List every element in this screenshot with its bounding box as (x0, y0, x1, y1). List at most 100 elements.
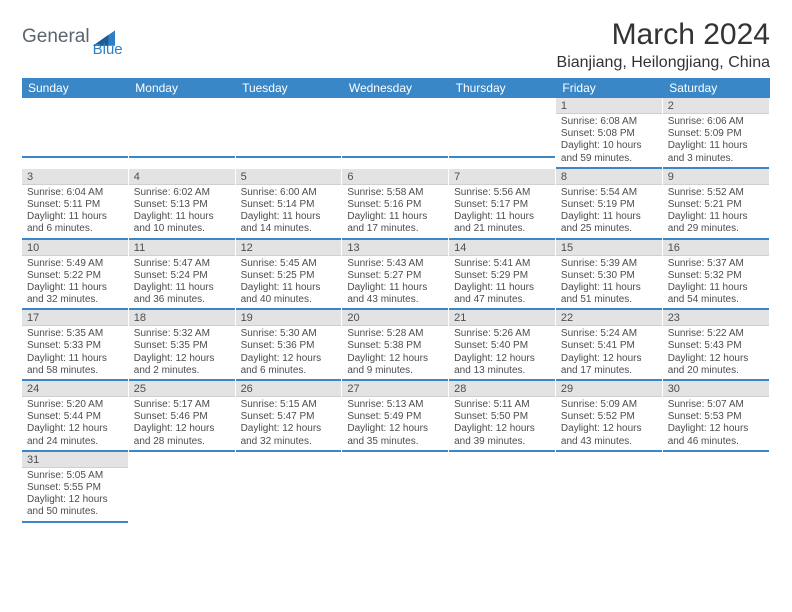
day-details: Sunrise: 5:05 AMSunset: 5:55 PMDaylight:… (22, 468, 128, 523)
weekday-header: Wednesday (342, 78, 449, 98)
calendar-body: 1Sunrise: 6:08 AMSunset: 5:08 PMDaylight… (22, 98, 770, 523)
day-cell: 1Sunrise: 6:08 AMSunset: 5:08 PMDaylight… (556, 98, 663, 169)
day-details: Sunrise: 5:28 AMSunset: 5:38 PMDaylight:… (342, 326, 448, 381)
daylight-line2: and 32 minutes. (241, 436, 337, 448)
day-cell: 23Sunrise: 5:22 AMSunset: 5:43 PMDayligh… (663, 310, 770, 381)
day-cell: 20Sunrise: 5:28 AMSunset: 5:38 PMDayligh… (342, 310, 449, 381)
day-details (129, 468, 235, 512)
calendar-table: SundayMondayTuesdayWednesdayThursdayFrid… (22, 78, 770, 523)
daylight-line1: Daylight: 11 hours (668, 282, 764, 294)
daylight-line2: and 20 minutes. (668, 365, 764, 377)
day-cell (342, 452, 449, 523)
day-number: 25 (129, 381, 235, 397)
day-details: Sunrise: 5:11 AMSunset: 5:50 PMDaylight:… (449, 397, 555, 452)
sunrise-text: Sunrise: 5:07 AM (668, 399, 764, 411)
weekday-header: Saturday (663, 78, 770, 98)
daylight-line2: and 40 minutes. (241, 294, 337, 306)
sunset-text: Sunset: 5:14 PM (241, 199, 337, 211)
day-number (22, 98, 128, 114)
daylight-line1: Daylight: 11 hours (347, 211, 443, 223)
day-number: 18 (129, 310, 235, 326)
day-number: 17 (22, 310, 128, 326)
daylight-line1: Daylight: 11 hours (27, 353, 123, 365)
sunset-text: Sunset: 5:29 PM (454, 270, 550, 282)
daylight-line1: Daylight: 11 hours (561, 282, 657, 294)
sunrise-text: Sunrise: 5:45 AM (241, 258, 337, 270)
day-number (556, 452, 662, 468)
month-title: March 2024 (557, 18, 770, 52)
day-details (236, 468, 342, 512)
daylight-line1: Daylight: 11 hours (241, 211, 337, 223)
sunset-text: Sunset: 5:30 PM (561, 270, 657, 282)
day-cell: 25Sunrise: 5:17 AMSunset: 5:46 PMDayligh… (129, 381, 236, 452)
sunset-text: Sunset: 5:49 PM (347, 411, 443, 423)
day-number: 1 (556, 98, 662, 114)
title-block: March 2024 Bianjiang, Heilongjiang, Chin… (557, 18, 770, 72)
sunrise-text: Sunrise: 5:54 AM (561, 187, 657, 199)
week-row: 17Sunrise: 5:35 AMSunset: 5:33 PMDayligh… (22, 310, 770, 381)
day-cell (449, 452, 556, 523)
day-number: 5 (236, 169, 342, 185)
daylight-line1: Daylight: 11 hours (134, 282, 230, 294)
sunrise-text: Sunrise: 5:05 AM (27, 470, 123, 482)
daylight-line2: and 17 minutes. (561, 365, 657, 377)
sunset-text: Sunset: 5:27 PM (347, 270, 443, 282)
day-cell (236, 98, 343, 169)
day-details: Sunrise: 5:43 AMSunset: 5:27 PMDaylight:… (342, 256, 448, 311)
daylight-line1: Daylight: 12 hours (668, 423, 764, 435)
sunrise-text: Sunrise: 6:00 AM (241, 187, 337, 199)
day-details: Sunrise: 5:35 AMSunset: 5:33 PMDaylight:… (22, 326, 128, 381)
day-cell: 12Sunrise: 5:45 AMSunset: 5:25 PMDayligh… (236, 240, 343, 311)
day-details: Sunrise: 5:07 AMSunset: 5:53 PMDaylight:… (663, 397, 769, 452)
day-cell (22, 98, 129, 169)
day-number: 12 (236, 240, 342, 256)
sunset-text: Sunset: 5:40 PM (454, 340, 550, 352)
daylight-line2: and 3 minutes. (668, 153, 764, 165)
day-number: 24 (22, 381, 128, 397)
day-cell (449, 98, 556, 169)
sunset-text: Sunset: 5:36 PM (241, 340, 337, 352)
day-details: Sunrise: 5:47 AMSunset: 5:24 PMDaylight:… (129, 256, 235, 311)
sunrise-text: Sunrise: 5:35 AM (27, 328, 123, 340)
day-details: Sunrise: 5:49 AMSunset: 5:22 PMDaylight:… (22, 256, 128, 311)
day-details (22, 114, 128, 158)
sunset-text: Sunset: 5:13 PM (134, 199, 230, 211)
week-row: 24Sunrise: 5:20 AMSunset: 5:44 PMDayligh… (22, 381, 770, 452)
sunrise-text: Sunrise: 5:20 AM (27, 399, 123, 411)
daylight-line2: and 43 minutes. (561, 436, 657, 448)
daylight-line2: and 59 minutes. (561, 153, 657, 165)
day-number: 8 (556, 169, 662, 185)
day-cell: 4Sunrise: 6:02 AMSunset: 5:13 PMDaylight… (129, 169, 236, 240)
sunset-text: Sunset: 5:08 PM (561, 128, 657, 140)
day-details: Sunrise: 5:26 AMSunset: 5:40 PMDaylight:… (449, 326, 555, 381)
sunset-text: Sunset: 5:32 PM (668, 270, 764, 282)
sunrise-text: Sunrise: 5:43 AM (347, 258, 443, 270)
daylight-line2: and 58 minutes. (27, 365, 123, 377)
daylight-line2: and 9 minutes. (347, 365, 443, 377)
day-cell: 2Sunrise: 6:06 AMSunset: 5:09 PMDaylight… (663, 98, 770, 169)
sunset-text: Sunset: 5:16 PM (347, 199, 443, 211)
daylight-line1: Daylight: 12 hours (454, 423, 550, 435)
daylight-line1: Daylight: 12 hours (454, 353, 550, 365)
day-details (663, 468, 769, 512)
day-details: Sunrise: 6:02 AMSunset: 5:13 PMDaylight:… (129, 185, 235, 240)
daylight-line1: Daylight: 12 hours (241, 353, 337, 365)
daylight-line2: and 36 minutes. (134, 294, 230, 306)
day-number (129, 98, 235, 114)
day-cell: 19Sunrise: 5:30 AMSunset: 5:36 PMDayligh… (236, 310, 343, 381)
day-cell: 30Sunrise: 5:07 AMSunset: 5:53 PMDayligh… (663, 381, 770, 452)
daylight-line2: and 35 minutes. (347, 436, 443, 448)
day-cell (556, 452, 663, 523)
sunrise-text: Sunrise: 5:26 AM (454, 328, 550, 340)
daylight-line1: Daylight: 11 hours (241, 282, 337, 294)
sunrise-text: Sunrise: 5:28 AM (347, 328, 443, 340)
day-number (449, 98, 555, 114)
day-number: 21 (449, 310, 555, 326)
location: Bianjiang, Heilongjiang, China (557, 54, 770, 72)
daylight-line1: Daylight: 11 hours (347, 282, 443, 294)
document-root: General Blue March 2024 Bianjiang, Heilo… (0, 0, 792, 523)
day-cell: 21Sunrise: 5:26 AMSunset: 5:40 PMDayligh… (449, 310, 556, 381)
day-number: 11 (129, 240, 235, 256)
sunrise-text: Sunrise: 5:11 AM (454, 399, 550, 411)
day-details: Sunrise: 6:06 AMSunset: 5:09 PMDaylight:… (663, 114, 769, 169)
